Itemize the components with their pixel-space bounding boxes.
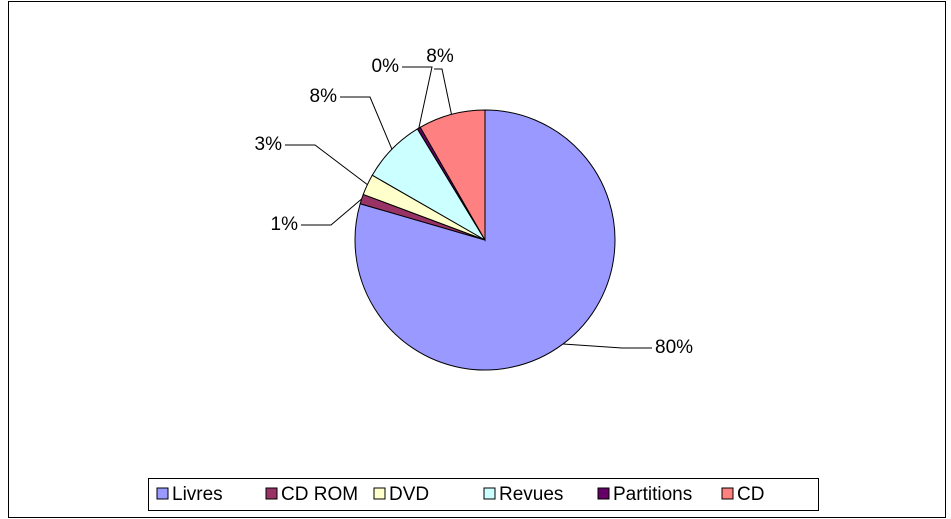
leader-line bbox=[340, 96, 393, 150]
legend-swatch bbox=[156, 487, 169, 500]
legend-swatch bbox=[483, 487, 496, 500]
legend-label: CD ROM bbox=[281, 484, 358, 505]
data-label: 3% bbox=[255, 134, 283, 155]
leader-line bbox=[402, 66, 433, 129]
legend-swatch bbox=[721, 487, 734, 500]
leader-line bbox=[301, 198, 362, 226]
leader-line bbox=[434, 68, 452, 115]
leader-line bbox=[285, 144, 368, 186]
data-label: 8% bbox=[310, 86, 338, 107]
legend-swatch bbox=[265, 487, 278, 500]
data-label: 8% bbox=[426, 46, 454, 67]
legend-swatch bbox=[373, 487, 386, 500]
legend-label: Revues bbox=[499, 484, 563, 505]
pie-slice bbox=[354, 109, 616, 371]
data-label: 0% bbox=[372, 56, 400, 77]
leader-line bbox=[563, 343, 652, 349]
data-label: 80% bbox=[655, 337, 693, 358]
data-label: 1% bbox=[271, 214, 299, 235]
pie-slice bbox=[419, 109, 486, 242]
legend-swatch bbox=[597, 487, 610, 500]
legend-label: Livres bbox=[172, 484, 223, 505]
legend-label: Partitions bbox=[613, 484, 692, 505]
legend-label: CD bbox=[737, 484, 764, 505]
legend-label: DVD bbox=[389, 484, 429, 505]
